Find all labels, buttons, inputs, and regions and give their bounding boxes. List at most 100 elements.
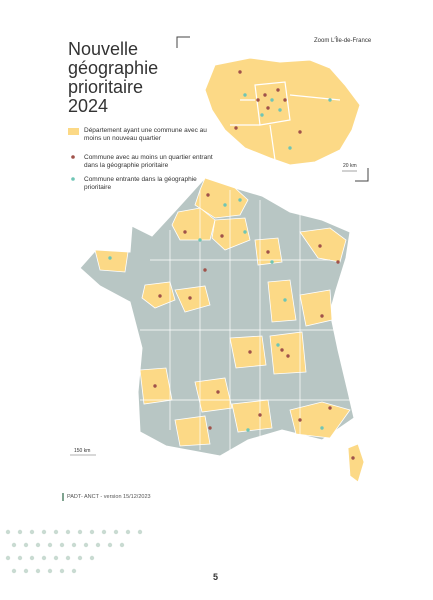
corsica [347,443,365,483]
pattern-dot [71,542,77,548]
markers [108,70,355,460]
marker [283,298,287,302]
pattern-dot [11,542,17,548]
source: PADT- ANCT - version 15/12/2023 [67,494,151,500]
marker [243,230,247,234]
marker [351,456,355,460]
pattern-dot [101,529,107,535]
pattern-dot [113,529,119,535]
pattern-dot [23,542,29,548]
marker [328,406,332,410]
marker [266,250,270,254]
pattern-dot [95,542,101,548]
pattern-dot [65,529,71,535]
pattern-dot [53,555,59,561]
marker [248,350,252,354]
marker [198,238,202,242]
pattern-dot [53,529,59,535]
marker [108,256,112,260]
pattern-dot [11,568,17,574]
department-borders [140,190,350,450]
marker [320,426,324,430]
pattern-dot [41,529,47,535]
marker [336,260,340,264]
marker [258,413,262,417]
marker [318,244,322,248]
marker [183,230,187,234]
legend-label: Département ayant une commune avec au mo… [84,127,207,142]
pattern-dot [17,555,23,561]
marker [298,418,302,422]
title-line: prioritaire [68,77,144,97]
marker [270,98,274,102]
idf-region [204,57,361,166]
marker [153,384,157,388]
pattern-dot [35,542,41,548]
pattern-dot [107,542,113,548]
pattern-dot [29,529,35,535]
pattern-dot [5,529,11,535]
pattern-dot [77,555,83,561]
page-number: 5 [213,572,219,582]
highlighted-departments [94,177,351,447]
pattern-dot [29,555,35,561]
marker [220,234,224,238]
pattern-dot [71,568,77,574]
frame-corner [176,36,190,48]
marker [298,130,302,134]
pattern-dot [47,568,53,574]
legend-swatch [71,155,75,159]
map-scale: 150 km [74,448,91,454]
legend-label: Commune avec au moins un quartier entran… [84,154,213,169]
zoom-scale: 20 km [343,163,357,169]
marker [256,98,260,102]
marker [223,203,227,207]
pattern-dot [77,529,83,535]
marker [263,93,267,97]
marker [260,113,264,117]
title-line: Nouvelle [68,39,139,59]
legend-label: Commune entrante dans la géographie prio… [84,176,197,191]
marker [238,70,242,74]
pattern-dot [59,542,65,548]
title-line: géographie [68,58,159,78]
marker [234,126,238,130]
dot-pattern [5,529,143,574]
marker [203,268,207,272]
pattern-dot [125,529,131,535]
marker [243,93,247,97]
marker [238,198,242,202]
pattern-dot [119,542,125,548]
pattern-dot [41,555,47,561]
pattern-dot [23,568,29,574]
frame-corner [355,168,369,182]
zoom-label: Zoom L'Île-de-France [314,38,372,44]
marker [246,428,250,432]
pattern-dot [59,568,65,574]
pattern-dot [65,555,71,561]
pattern-dot [47,542,53,548]
marker [266,106,270,110]
marker [320,314,324,318]
pattern-dot [89,529,95,535]
pattern-dot [35,568,41,574]
title-line: 2024 [68,96,109,116]
pattern-dot [5,555,11,561]
idf-borders [230,81,341,161]
legend-swatch [68,128,79,135]
marker [270,260,274,264]
marker [208,426,212,430]
marker [280,348,284,352]
marker [283,98,287,102]
pattern-dot [137,529,143,535]
marker [286,354,290,358]
marker [328,98,332,102]
legend-swatch [71,177,75,181]
pattern-dot [89,555,95,561]
marker [276,343,280,347]
marker [216,390,220,394]
marker [288,146,292,150]
marker [206,193,210,197]
